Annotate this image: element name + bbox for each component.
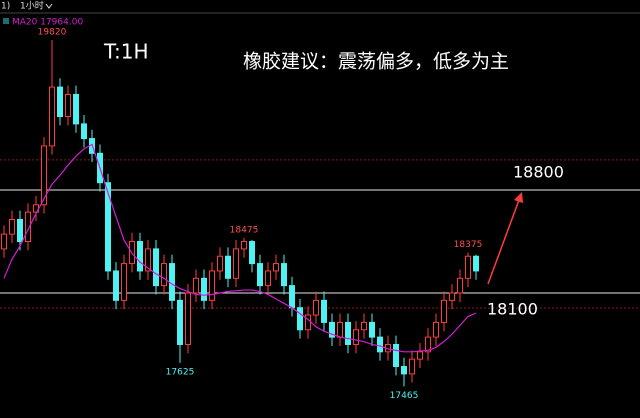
candle-body xyxy=(401,366,407,375)
candle-body xyxy=(9,218,15,235)
annotation: 橡胶建议：震荡偏多，低多为主 xyxy=(243,51,509,73)
candle-body xyxy=(417,351,423,360)
candle-body xyxy=(449,292,455,301)
candle-body xyxy=(145,248,151,272)
candle-body xyxy=(217,255,223,272)
candle-body xyxy=(265,270,271,287)
candle-body xyxy=(353,329,359,345)
ma-line xyxy=(3,143,477,353)
candle-body xyxy=(81,123,87,140)
candle-body xyxy=(393,343,399,368)
candle-body xyxy=(225,255,231,279)
plot: 18800 18100 19820 18475 17625 17465 18375 xyxy=(0,28,640,401)
candle-body xyxy=(113,270,119,301)
candle-body xyxy=(313,299,319,316)
candle-body xyxy=(321,299,327,323)
candle-body xyxy=(49,86,55,147)
extreme-label: 18475 xyxy=(230,225,259,235)
candle-body xyxy=(345,321,351,345)
extreme-label: 17465 xyxy=(390,391,419,401)
candle-body xyxy=(249,241,255,265)
candle-body xyxy=(289,285,295,309)
period-selector[interactable]: 1小时 xyxy=(20,0,44,12)
candle-body xyxy=(465,255,471,279)
candle-body xyxy=(153,248,159,287)
candle-body xyxy=(169,263,175,301)
candle-body xyxy=(73,93,79,125)
arrow xyxy=(487,199,520,285)
legend-icon xyxy=(3,18,9,24)
candle-body xyxy=(185,292,191,345)
candle-body xyxy=(137,241,143,272)
arrow-head xyxy=(514,192,523,203)
ma-legend: MA20 17964.00 xyxy=(12,18,83,28)
chart-title: T:1H xyxy=(103,40,149,64)
dropdown-chevron[interactable] xyxy=(45,3,53,9)
level-label: 18800 xyxy=(513,163,564,182)
candle-body xyxy=(177,299,183,345)
candle-body xyxy=(193,277,199,294)
candle-body xyxy=(305,314,311,331)
candle-body xyxy=(361,321,367,331)
candle-body xyxy=(161,263,167,287)
level-label: 18100 xyxy=(487,300,538,319)
candle-body xyxy=(17,218,23,243)
candle-body xyxy=(233,248,239,279)
candle-body xyxy=(441,299,447,323)
candle-body xyxy=(105,182,111,272)
candle-body xyxy=(41,145,47,206)
candle-body xyxy=(369,321,375,338)
candle-body xyxy=(241,241,247,250)
candle-body xyxy=(281,263,287,287)
candle-body xyxy=(65,93,71,118)
candle-body xyxy=(201,277,207,301)
candle-body xyxy=(425,336,431,353)
candle-body xyxy=(457,277,463,294)
header-prefix: 1) xyxy=(1,2,10,12)
candle-body xyxy=(473,255,479,272)
candle-body xyxy=(329,321,335,338)
candle-body xyxy=(25,211,31,243)
candle-body xyxy=(121,263,127,301)
extreme-label: 18375 xyxy=(454,240,483,250)
candle-body xyxy=(257,263,263,287)
candle-body xyxy=(377,336,383,353)
extreme-label: 19820 xyxy=(38,28,67,38)
candle-body xyxy=(297,307,303,331)
candle-body xyxy=(209,270,215,301)
candle-body xyxy=(433,321,439,338)
candle-body xyxy=(409,358,415,375)
candle-body xyxy=(57,86,63,118)
extreme-label: 17625 xyxy=(166,367,195,377)
candle-body xyxy=(337,321,343,338)
candle-body xyxy=(1,233,7,250)
candle-body xyxy=(273,263,279,272)
